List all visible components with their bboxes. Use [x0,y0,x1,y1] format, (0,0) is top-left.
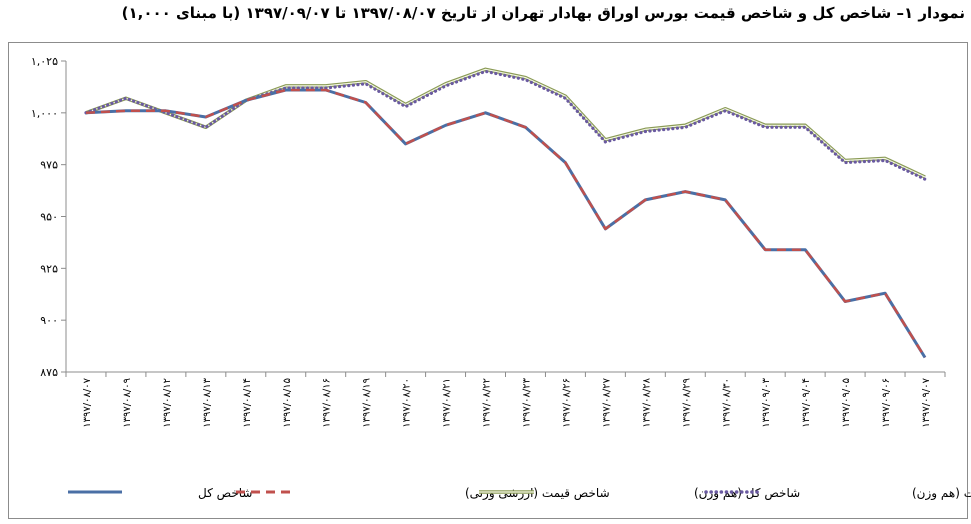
x-tick-label: ۱۳۹۷/۰۸/۲۱ [442,378,453,428]
y-tick-label: ۱,۰۰۰ [31,107,58,120]
x-tick-label: ۱۳۹۷/۰۸/۲۰ [402,378,413,428]
x-tick-label: ۱۳۹۷/۰۸/۰۹ [122,378,133,428]
x-tick-label: ۱۳۹۷/۰۸/۱۳ [202,377,213,427]
y-tick-label: ۱,۰۲۵ [31,55,58,68]
x-tick-label: ۱۳۹۷/۰۹/۰۵ [841,378,852,428]
x-tick-label: ۱۳۹۷/۰۸/۳۰ [721,378,732,428]
x-tick-label: ۱۳۹۷/۰۹/۰۳ [761,377,772,427]
x-tick-label: ۱۳۹۷/۰۹/۰۷ [921,377,932,427]
x-tick-label: ۱۳۹۷/۰۹/۰۶ [881,378,892,428]
series-line [85,88,927,359]
chart-title: نمودار ۱– شاخص کل و شاخص قیمت بورس اوراق… [121,4,965,22]
series-group [84,67,927,359]
x-tick-label: ۱۳۹۷/۰۹/۰۴ [801,378,812,428]
x-tick-label: ۱۳۹۷/۰۸/۲۹ [681,378,692,428]
x-tick-label: ۱۳۹۷/۰۸/۲۶ [561,378,572,428]
y-tick-label: ۹۵۰ [40,211,58,224]
legend-label: شاخص قیمت (هم وزن) [912,486,971,501]
legend-label: شاخص قیمت (ارزشی وزنی) [465,486,610,501]
legend-label: شاخص کل [198,486,252,501]
y-tick-label: ۹۰۰ [40,314,58,327]
series-line [84,69,927,181]
x-axis-ticks: ۱۳۹۷/۰۸/۰۷ ۱۳۹۷/۰۸/۰۹ ۱۳۹۷/۰۸/۱۲ ۱۳۹۷/۰۸/۱۳… [65,372,946,428]
x-tick-label: ۱۳۹۷/۰۸/۱۵ [282,378,293,428]
y-tick-label: ۹۲۵ [40,262,58,275]
series-line [85,88,927,359]
x-tick-label: ۱۳۹۷/۰۸/۱۶ [322,378,333,428]
x-tick-label: ۱۳۹۷/۰۸/۱۲ [162,378,173,428]
chart-frame [8,42,968,519]
x-tick-label: ۱۳۹۷/۰۸/۲۷ [601,377,612,427]
y-axis-ticks: ۸۷۵ ۹۰۰ ۹۲۵ ۹۵۰ ۹۷۵ ۱,۰۰۰ ۱,۰۲۵ [31,55,66,379]
x-tick-label: ۱۳۹۷/۰۸/۲۸ [641,377,652,427]
x-tick-label: ۱۳۹۷/۰۸/۲۲ [482,378,493,428]
x-tick-label: ۱۳۹۷/۰۸/۱۴ [242,378,253,428]
y-tick-label: ۸۷۵ [40,366,58,379]
y-tick-label: ۹۷۵ [40,159,58,172]
x-tick-label: ۱۳۹۷/۰۸/۱۹ [362,378,373,428]
x-tick-label: ۱۳۹۷/۰۸/۲۳ [521,377,532,427]
x-tick-label: ۱۳۹۷/۰۸/۰۷ [82,377,93,427]
